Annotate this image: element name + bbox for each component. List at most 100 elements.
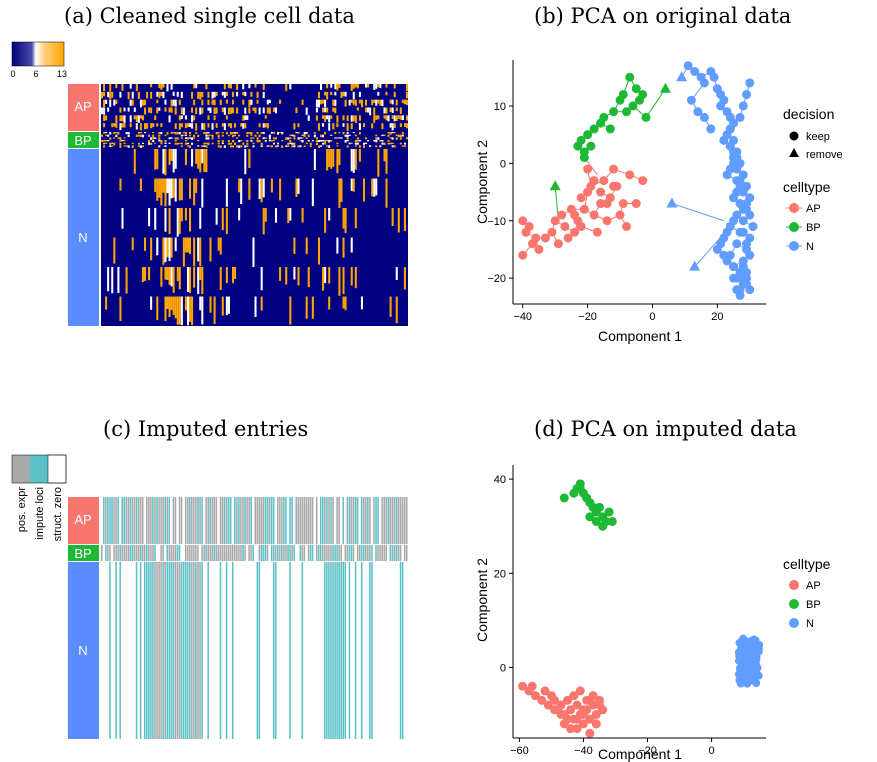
heatmap-cell bbox=[383, 115, 386, 119]
data-point bbox=[540, 686, 550, 696]
imputed-cell bbox=[203, 545, 205, 561]
heatmap-cell bbox=[334, 107, 337, 114]
heatmap-cell bbox=[385, 91, 388, 96]
heatmap-cell bbox=[377, 137, 380, 140]
heatmap-cell bbox=[150, 84, 153, 88]
heatmap-cell bbox=[195, 132, 198, 134]
heatmap-cell bbox=[168, 267, 171, 285]
heatmap-cell bbox=[293, 237, 296, 254]
imputed-cell bbox=[268, 497, 271, 544]
heatmap-cell bbox=[141, 99, 144, 106]
heatmap-cell bbox=[205, 134, 208, 137]
heatmap-cell bbox=[307, 115, 310, 121]
heatmap-cell bbox=[105, 140, 108, 142]
heatmap-cell bbox=[260, 296, 263, 311]
legend-ap-marker-d bbox=[789, 580, 799, 590]
imputed-cell bbox=[309, 497, 312, 544]
imputed-cell bbox=[403, 545, 406, 561]
heatmap-cell bbox=[262, 132, 265, 134]
imputed-cell bbox=[213, 497, 216, 544]
heatmap-cell bbox=[268, 107, 271, 114]
heatmap-cell bbox=[279, 178, 282, 201]
imputed-cell bbox=[285, 497, 287, 544]
heatmap-cell bbox=[297, 178, 300, 194]
heatmap-cell bbox=[137, 91, 140, 100]
heatmap-cell bbox=[403, 142, 406, 145]
heatmap-cell bbox=[209, 237, 212, 262]
heatmap-cell bbox=[348, 142, 351, 145]
imputed-cell bbox=[391, 545, 394, 561]
heatmap-cell bbox=[342, 267, 345, 295]
heatmap-cell bbox=[387, 115, 390, 122]
heatmap-cell bbox=[148, 107, 151, 113]
heatmap-cell bbox=[350, 237, 353, 253]
imputed-cell bbox=[336, 562, 338, 739]
imputed-cell bbox=[287, 545, 289, 561]
heatmap-cell bbox=[293, 145, 296, 148]
data-point bbox=[729, 262, 739, 272]
imputed-cell bbox=[162, 497, 164, 544]
heatmap-cell bbox=[129, 115, 132, 123]
imputed-cell bbox=[238, 545, 240, 561]
heatmap-cell bbox=[399, 142, 402, 145]
imputed-cell bbox=[199, 562, 201, 739]
heatmap-cell bbox=[369, 145, 372, 147]
heatmap-cell bbox=[258, 123, 261, 128]
heatmap-cell bbox=[162, 237, 165, 265]
imputed-cell bbox=[170, 562, 173, 739]
heatmap-cell bbox=[250, 140, 253, 142]
data-point-remove bbox=[549, 180, 561, 191]
heatmap-cell bbox=[238, 178, 241, 193]
heatmap-cell bbox=[301, 140, 304, 143]
heatmap-cell bbox=[322, 115, 325, 119]
data-point bbox=[518, 681, 528, 691]
imputed-cell bbox=[295, 497, 297, 544]
legend-celltype-title-d: celltype bbox=[783, 556, 831, 572]
heatmap-cell bbox=[221, 142, 224, 145]
heatmap-cell bbox=[184, 115, 187, 120]
heatmap-cell bbox=[150, 123, 153, 129]
imputed-heatmap-cells bbox=[101, 497, 408, 739]
heatmap-cell bbox=[119, 140, 122, 142]
heatmap-cell bbox=[252, 107, 255, 111]
heatmap-cell bbox=[305, 237, 308, 255]
imputed-cell bbox=[317, 545, 320, 561]
heatmap-cell bbox=[350, 149, 353, 172]
heatmap-cell bbox=[317, 91, 320, 99]
heatmap-cell bbox=[391, 137, 394, 140]
heatmap-cell bbox=[354, 115, 357, 123]
heatmap-cell bbox=[262, 123, 265, 128]
heatmap-cell bbox=[221, 296, 224, 316]
heatmap-cell bbox=[242, 84, 245, 90]
imputed-cell bbox=[377, 545, 379, 561]
heatmap-cell bbox=[125, 267, 128, 294]
group-bar-ap bbox=[68, 84, 99, 131]
pca-original-ticks: −40 −20 0 20 −20 −10 0 10 bbox=[487, 101, 723, 323]
imputed-cell bbox=[150, 562, 152, 739]
heatmap-cell bbox=[111, 123, 114, 128]
heatmap-cell bbox=[252, 237, 255, 267]
data-point bbox=[732, 239, 742, 249]
heatmap-cell bbox=[326, 91, 329, 100]
imputed-cell bbox=[223, 545, 226, 561]
group-bar-bp bbox=[68, 132, 99, 148]
heatmap-cell bbox=[324, 142, 327, 145]
imputed-cell bbox=[244, 497, 246, 544]
heatmap-cell bbox=[115, 134, 118, 137]
y-tick-label: 0 bbox=[500, 158, 506, 170]
imputed-cell bbox=[162, 545, 164, 561]
heatmap-cell bbox=[338, 149, 341, 166]
heatmap-cell bbox=[315, 142, 318, 146]
imputed-cell bbox=[332, 545, 334, 561]
data-point bbox=[602, 216, 612, 226]
heatmap-cell bbox=[197, 91, 200, 99]
heatmap-cell bbox=[315, 115, 318, 121]
heatmap-cell bbox=[199, 208, 202, 229]
heatmap-cell bbox=[164, 107, 167, 112]
panel-c-title: (c) Imputed entries bbox=[103, 417, 309, 441]
heatmap-cell bbox=[103, 115, 106, 122]
heatmap-cell bbox=[143, 107, 147, 115]
heatmap-cell bbox=[207, 142, 210, 146]
pca-imputed-ticks: −60 −40 −20 0 0 20 40 bbox=[494, 474, 715, 757]
heatmap-cell bbox=[168, 107, 171, 113]
